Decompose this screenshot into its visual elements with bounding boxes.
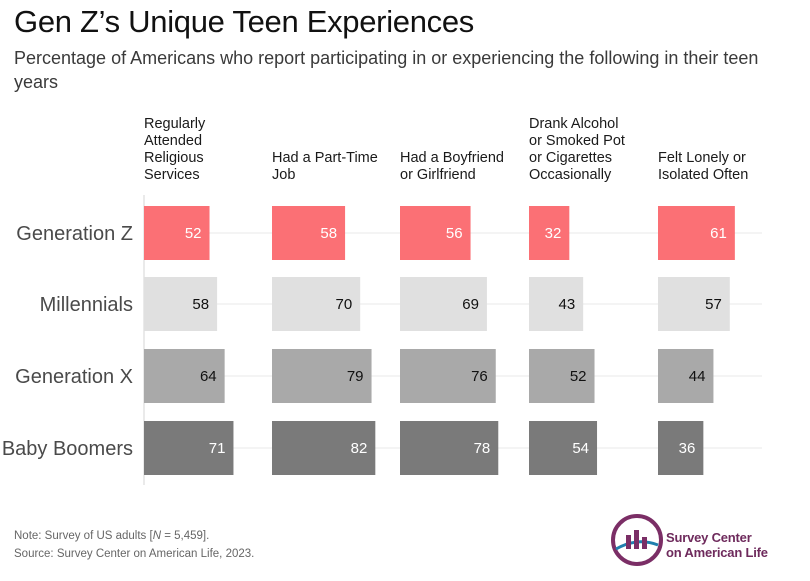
logo-text: Survey Center on American Life	[666, 530, 768, 560]
data-label: 43	[558, 296, 575, 313]
data-label: 78	[474, 440, 491, 457]
panel-title: Regularly	[144, 116, 206, 132]
survey-center-logo: Survey Center on American Life	[610, 513, 800, 575]
data-label: 58	[320, 225, 337, 242]
bar	[400, 206, 471, 260]
panel-title: Had a Boyfriend	[400, 150, 504, 166]
survey-note: Note: Survey of US adults [N = 5,459].	[14, 530, 210, 542]
data-label: 54	[572, 440, 589, 457]
row-label: Generation X	[15, 366, 133, 388]
panel-title: Attended	[144, 133, 202, 149]
logo-line-2: on American Life	[666, 545, 768, 560]
bar-chart: Generation Z Millennials Generation X Baby …	[2, 116, 762, 485]
logo-line-1: Survey Center	[666, 530, 752, 545]
data-label: 76	[471, 368, 488, 385]
bar	[529, 277, 584, 331]
panel-title: Job	[272, 167, 295, 183]
bar	[658, 277, 730, 331]
bar	[272, 421, 376, 475]
logo-mark-icon	[611, 514, 663, 566]
footnote: Note: Survey of US adults [N = 5,459]. S…	[14, 527, 254, 563]
bar	[400, 421, 499, 475]
panel-title: or Girlfriend	[400, 167, 476, 183]
data-label: 56	[446, 225, 463, 242]
row-label: Baby Boomers	[2, 438, 133, 460]
bar	[658, 206, 735, 260]
data-label: 36	[679, 440, 696, 457]
bar	[144, 421, 234, 475]
bar	[529, 206, 570, 260]
bar	[272, 277, 361, 331]
row-label: Generation Z	[16, 223, 133, 245]
bar	[144, 277, 218, 331]
data-label: 58	[192, 296, 209, 313]
data-label: 79	[347, 368, 364, 385]
chart-subtitle: Percentage of Americans who report parti…	[14, 48, 759, 92]
data-label: 57	[705, 296, 722, 313]
data-label: 52	[570, 368, 587, 385]
bar	[658, 349, 714, 403]
panel-title: Occasionally	[529, 167, 612, 183]
panel-title: Religious	[144, 150, 204, 166]
data-label: 69	[462, 296, 479, 313]
panel-title: Drank Alcohol	[529, 116, 618, 132]
panel-title: or Smoked Pot	[529, 133, 625, 149]
bar	[529, 349, 595, 403]
bar	[658, 421, 704, 475]
chart-title: Gen Z’s Unique Teen Experiences	[14, 4, 474, 39]
panel-title: or Cigarettes	[529, 150, 612, 166]
panel-title: Had a Part-Time	[272, 150, 378, 166]
bar	[400, 349, 496, 403]
row-label: Millennials	[40, 294, 133, 316]
data-label: 64	[200, 368, 217, 385]
data-label: 32	[545, 225, 562, 242]
panel-title: Isolated Often	[658, 167, 748, 183]
bar	[144, 206, 210, 260]
bar	[400, 277, 487, 331]
source-note: Source: Survey Center on American Life, …	[14, 548, 255, 560]
data-label: 61	[710, 225, 727, 242]
data-label: 71	[209, 440, 226, 457]
data-label: 44	[689, 368, 706, 385]
panel-title: Felt Lonely or	[658, 150, 746, 166]
data-label: 82	[351, 440, 368, 457]
panel-title: Services	[144, 167, 200, 183]
bar	[272, 206, 346, 260]
bar	[272, 349, 372, 403]
data-label: 70	[336, 296, 353, 313]
data-label: 52	[185, 225, 202, 242]
bar	[529, 421, 598, 475]
bar	[144, 349, 225, 403]
